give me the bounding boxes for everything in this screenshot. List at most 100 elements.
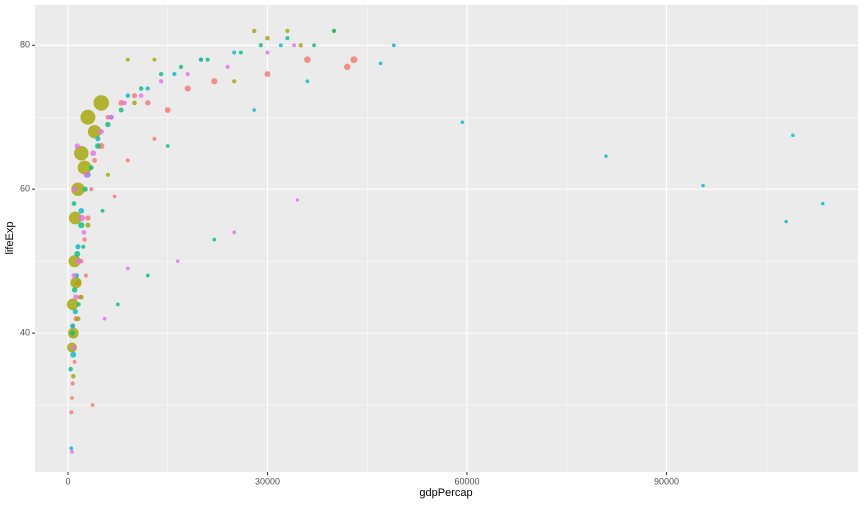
point bbox=[118, 100, 124, 106]
point bbox=[175, 259, 180, 264]
panel bbox=[35, 5, 858, 472]
point bbox=[93, 95, 109, 111]
point bbox=[158, 71, 164, 77]
point bbox=[292, 43, 297, 48]
point bbox=[285, 28, 290, 33]
point bbox=[71, 273, 77, 279]
point bbox=[76, 302, 81, 307]
point bbox=[232, 50, 237, 55]
point bbox=[225, 64, 230, 69]
point bbox=[460, 120, 465, 125]
point bbox=[184, 85, 191, 92]
x-tick-label: 30000 bbox=[255, 476, 280, 486]
point bbox=[88, 165, 94, 170]
point bbox=[212, 237, 217, 242]
point bbox=[68, 255, 81, 268]
point bbox=[90, 150, 97, 157]
point bbox=[304, 56, 311, 63]
point bbox=[100, 208, 105, 213]
point bbox=[70, 381, 75, 386]
point bbox=[125, 93, 131, 98]
point bbox=[70, 396, 74, 400]
point bbox=[251, 28, 257, 34]
point bbox=[112, 194, 117, 199]
point bbox=[132, 100, 137, 106]
point bbox=[105, 121, 111, 128]
point bbox=[90, 403, 95, 407]
point bbox=[784, 219, 788, 224]
point bbox=[92, 157, 98, 163]
point bbox=[278, 43, 283, 48]
point bbox=[78, 294, 84, 300]
point bbox=[152, 136, 157, 141]
point bbox=[198, 57, 203, 62]
point bbox=[71, 374, 76, 379]
point bbox=[145, 86, 150, 91]
point bbox=[820, 201, 825, 206]
y-axis-title: lifeExp bbox=[4, 221, 16, 254]
point bbox=[108, 114, 114, 120]
point bbox=[265, 35, 270, 41]
point bbox=[265, 50, 270, 55]
point bbox=[80, 109, 96, 125]
point bbox=[165, 144, 170, 148]
point bbox=[158, 79, 164, 84]
point bbox=[344, 63, 351, 71]
point bbox=[125, 57, 130, 62]
point bbox=[82, 237, 87, 242]
point bbox=[70, 323, 76, 329]
point bbox=[258, 43, 263, 48]
point bbox=[152, 57, 157, 62]
point bbox=[70, 351, 77, 358]
point bbox=[71, 287, 78, 293]
point bbox=[75, 244, 81, 250]
point bbox=[68, 366, 73, 372]
point bbox=[391, 43, 396, 48]
point bbox=[87, 124, 102, 139]
point bbox=[185, 71, 190, 77]
point bbox=[312, 43, 316, 48]
point bbox=[70, 330, 76, 336]
x-tick-label: 0 bbox=[65, 476, 70, 486]
point bbox=[98, 128, 104, 135]
point bbox=[145, 273, 150, 278]
y-tick-label: 60 bbox=[20, 184, 30, 194]
point bbox=[74, 143, 80, 149]
point bbox=[69, 410, 74, 415]
point bbox=[122, 100, 127, 106]
point bbox=[78, 207, 85, 214]
point bbox=[75, 258, 82, 265]
point bbox=[205, 57, 210, 62]
point bbox=[115, 302, 120, 307]
point bbox=[82, 186, 88, 192]
point bbox=[72, 186, 78, 192]
y-tick-label: 80 bbox=[20, 40, 30, 50]
point bbox=[118, 107, 124, 113]
point bbox=[75, 316, 81, 322]
point bbox=[71, 201, 77, 206]
point bbox=[295, 198, 300, 202]
point bbox=[238, 50, 243, 55]
point bbox=[332, 29, 336, 33]
point bbox=[172, 71, 177, 77]
point bbox=[178, 64, 184, 70]
point bbox=[95, 143, 101, 149]
point bbox=[285, 36, 290, 41]
point bbox=[70, 277, 82, 289]
point bbox=[232, 79, 237, 84]
point bbox=[83, 273, 88, 278]
point bbox=[791, 133, 795, 138]
point bbox=[350, 56, 358, 64]
point bbox=[81, 230, 87, 235]
point bbox=[105, 172, 110, 177]
point bbox=[145, 100, 151, 106]
point bbox=[378, 61, 383, 66]
point bbox=[77, 160, 92, 175]
point bbox=[125, 158, 130, 163]
point bbox=[95, 136, 101, 142]
point bbox=[298, 43, 303, 48]
point bbox=[211, 78, 218, 85]
point bbox=[232, 230, 237, 235]
point bbox=[305, 79, 310, 84]
